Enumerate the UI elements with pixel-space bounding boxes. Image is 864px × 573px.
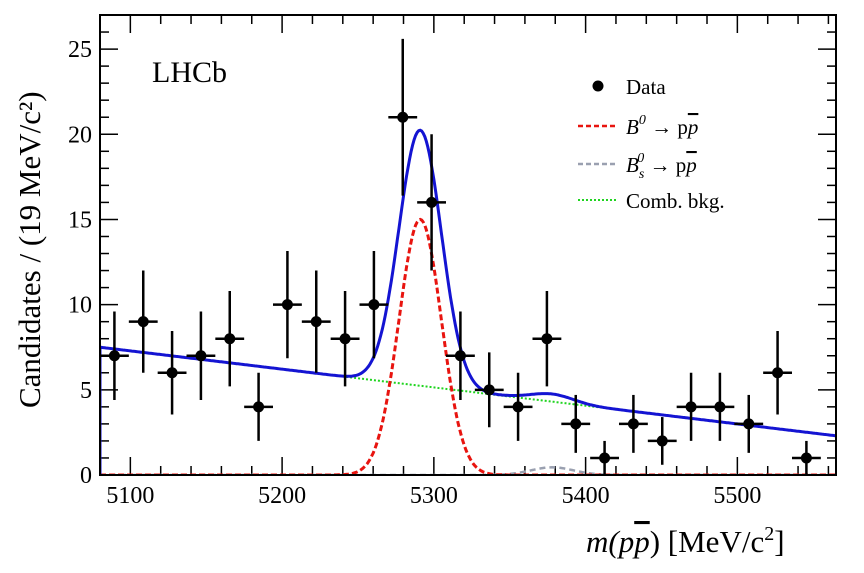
data-point [474, 352, 504, 428]
y-tick-label: 0 [80, 463, 92, 489]
data-point-marker [426, 196, 438, 208]
x-tick-labels: 5100 5200 5300 5400 5500 [106, 483, 761, 509]
data-point [503, 372, 533, 441]
data-point-marker [570, 418, 582, 430]
legend-label-bs0: Bs0 → pp [626, 151, 697, 182]
experiment-label: LHCb [152, 56, 227, 89]
x-tick-label: 5300 [410, 483, 458, 509]
data-point [445, 311, 475, 401]
data-point-marker [339, 333, 351, 345]
x-tick-label: 5200 [258, 483, 306, 509]
plot-curves [100, 128, 836, 475]
plot-frame [99, 14, 837, 476]
data-point [618, 394, 648, 453]
data-point-marker [224, 333, 236, 345]
legend-label-comb: Comb. bkg. [626, 189, 725, 213]
axis-ticks [100, 14, 836, 476]
data-point-marker [772, 367, 784, 379]
data-point-marker [599, 452, 611, 464]
data-point-marker [627, 418, 639, 430]
data-point-marker [310, 316, 322, 328]
data-point [186, 311, 216, 401]
data-point-marker [454, 350, 466, 362]
legend-marker-data [592, 80, 604, 92]
y-tick-label: 5 [80, 378, 92, 404]
data-point [100, 311, 129, 401]
data-point [157, 331, 187, 415]
data-point [791, 440, 821, 475]
data-point [705, 372, 735, 441]
data-point-marker [108, 350, 120, 362]
data-point [647, 417, 677, 465]
data-point [301, 270, 331, 373]
x-tick-label: 5400 [562, 483, 610, 509]
data-point-marker [166, 367, 178, 379]
data-point-marker [541, 333, 553, 345]
y-tick-label: 25 [68, 37, 92, 63]
y-tick-label: 20 [68, 122, 92, 148]
data-point-marker [397, 111, 409, 123]
data-point [330, 291, 360, 387]
data-point-marker [137, 316, 149, 328]
x-axis-title: m(pp) [MeV/c2] [586, 523, 785, 559]
data-point [359, 250, 389, 359]
data-point-marker [685, 401, 697, 413]
x-tick-label: 5100 [106, 483, 154, 509]
data-point-marker [253, 401, 265, 413]
data-point [215, 291, 245, 387]
data-point [417, 134, 446, 271]
data-point [763, 331, 792, 415]
data-point [244, 372, 273, 441]
data-point [590, 440, 619, 475]
data-point [388, 38, 418, 196]
data-point [272, 250, 302, 359]
x-tick-label: 5500 [713, 483, 761, 509]
y-axis-title: Candidates / (19 MeV/c²) [12, 91, 47, 408]
data-point [128, 270, 158, 373]
data-point-marker [656, 435, 668, 447]
data-point-marker [368, 299, 380, 311]
data-point-marker [800, 452, 812, 464]
data-point-marker [512, 401, 524, 413]
data-point-marker [483, 384, 495, 396]
data-points [100, 38, 821, 475]
data-point-marker [743, 418, 755, 430]
y-tick-label: 15 [68, 207, 92, 233]
data-point [561, 394, 591, 453]
y-tick-labels: 0 5 10 15 20 25 [68, 37, 92, 489]
y-tick-label: 10 [68, 293, 92, 319]
legend-label-b0: B0 → pp [626, 113, 698, 139]
data-point [676, 372, 706, 441]
total-fit-curve [100, 128, 836, 475]
legend: Data B0 → pp Bs0 → pp Comb. bkg. [578, 75, 725, 213]
legend-label-data: Data [626, 75, 666, 99]
data-point-marker [714, 401, 726, 413]
data-point-marker [195, 350, 207, 362]
data-point [532, 291, 562, 387]
data-point-marker [281, 299, 293, 311]
data-point [734, 394, 764, 453]
